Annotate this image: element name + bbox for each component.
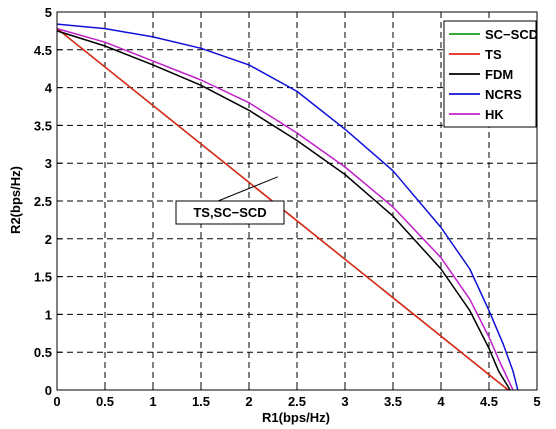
x-tick-label: 3.5 <box>384 394 402 409</box>
x-axis-label: R1(bps/Hz) <box>262 410 330 425</box>
y-tick-label: 4 <box>45 81 53 96</box>
x-tick-label: 3 <box>341 394 348 409</box>
annotation-box <box>175 200 285 225</box>
y-tick-label: 4.5 <box>34 43 52 58</box>
x-tick-label: 1.5 <box>192 394 210 409</box>
x-tick-label: 4 <box>437 394 445 409</box>
series-line-fdm <box>56 30 511 391</box>
annotations: TS,SC−SCD <box>175 176 285 225</box>
y-tick-label: 2 <box>45 232 52 247</box>
series-line-hk <box>56 27 514 391</box>
x-tick-label: 1 <box>149 394 156 409</box>
legend-label-fdm: FDM <box>485 67 513 82</box>
x-tick-label: 2 <box>245 394 252 409</box>
legend-label-ncrs: NCRS <box>485 87 522 102</box>
legend-label-hk: HK <box>485 107 504 122</box>
legend-label-sc-scd: SC−SCD <box>485 27 538 42</box>
y-axis-label: R2(bps/Hz) <box>8 166 23 234</box>
ticks: 0 0.5 1 1.5 2 2.5 3 3.5 4 4.5 5 0 0.5 1 1.5 2 2.5 3 3.5 4 4.… <box>34 5 541 409</box>
x-tick-label: 0.5 <box>96 394 114 409</box>
legend: SC−SCD TS FDM NCRS HK <box>443 20 538 128</box>
y-tick-label: 0.5 <box>34 345 52 360</box>
y-tick-label: 3 <box>45 156 52 171</box>
annotation-leader <box>217 176 278 202</box>
x-tick-label: 4.5 <box>480 394 498 409</box>
x-tick-label: 0 <box>53 394 60 409</box>
y-tick-label: 5 <box>45 5 52 20</box>
x-tick-label: 2.5 <box>288 394 306 409</box>
y-tick-label: 0 <box>45 383 52 398</box>
y-tick-label: 1 <box>45 307 52 322</box>
series-line-ncrs <box>56 23 519 391</box>
x-tick-label: 5 <box>533 394 540 409</box>
y-tick-label: 2.5 <box>34 194 52 209</box>
annotation-text: TS,SC−SCD <box>193 205 266 220</box>
legend-label-ts: TS <box>485 47 502 62</box>
y-tick-label: 1.5 <box>34 270 52 285</box>
y-tick-label: 3.5 <box>34 118 52 133</box>
